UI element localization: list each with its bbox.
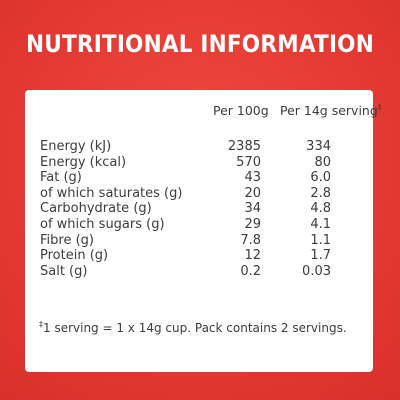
table-row: of which sugars (g) 29 4.1 [25,217,373,233]
table-row: Fibre (g) 7.8 1.1 [25,233,373,249]
row-label: Salt (g) [40,263,88,279]
row-value-per-100g: 0.2 [240,263,261,279]
row-value-per-100g: 570 [236,154,261,170]
table-row: Protein (g) 12 1.7 [25,248,373,264]
row-value-per-100g: 12 [244,248,261,264]
row-value-per-serving: 1.1 [310,232,331,248]
serving-footnote: ‡1 serving = 1 x 14g cup. Pack contains … [39,320,347,336]
row-label: Fat (g) [40,170,82,186]
row-label: Fibre (g) [40,232,94,248]
row-value-per-100g: 29 [244,216,261,232]
table-row: of which saturates (g) 20 2.8 [25,186,373,202]
row-value-per-serving: 80 [314,154,331,170]
row-label: Energy (kcal) [40,154,127,170]
row-label: of which sugars (g) [40,216,165,232]
row-value-per-serving: 6.0 [310,170,331,186]
column-header-per-100g: Per 100g [213,103,269,118]
row-value-per-serving: 4.8 [310,201,331,217]
row-label: Carbohydrate (g) [40,201,152,217]
table-row: Fat (g) 43 6.0 [25,170,373,186]
footnote-text: 1 serving = 1 x 14g cup. Pack contains 2… [43,321,347,335]
table-row: Carbohydrate (g) 34 4.8 [25,201,373,217]
row-value-per-100g: 34 [244,201,261,217]
column-header-per-serving: Per 14g serving‡ [280,103,382,118]
column-header-per-serving-label: Per 14g serving [280,103,378,118]
row-value-per-serving: 0.03 [302,263,331,279]
row-value-per-serving: 334 [306,139,331,154]
table-row: Salt (g) 0.2 0.03 [25,264,373,280]
row-value-per-serving: 2.8 [310,185,331,201]
row-label: Energy (kJ) [40,139,112,154]
row-value-per-serving: 1.7 [310,248,331,264]
footnote-mark: ‡ [39,320,43,329]
row-label: of which saturates (g) [40,185,183,201]
row-value-per-100g: 7.8 [240,232,261,248]
row-value-per-100g: 43 [244,170,261,186]
row-value-per-100g: 2385 [227,139,261,154]
row-label: Protein (g) [40,248,109,264]
nutrition-table: Energy (kJ) 2385 334 Energy (kcal) 570 8… [25,139,373,279]
row-value-per-100g: 20 [244,185,261,201]
nutrition-card: Per 100g Per 14g serving‡ Energy (kJ) 23… [25,90,382,372]
table-row: Energy (kcal) 570 80 [25,155,373,171]
column-header-serving-mark: ‡ [377,102,382,112]
table-row: Energy (kJ) 2385 334 [25,139,373,155]
page-title: NUTRITIONAL INFORMATION [26,30,374,58]
row-value-per-serving: 4.1 [310,216,331,232]
